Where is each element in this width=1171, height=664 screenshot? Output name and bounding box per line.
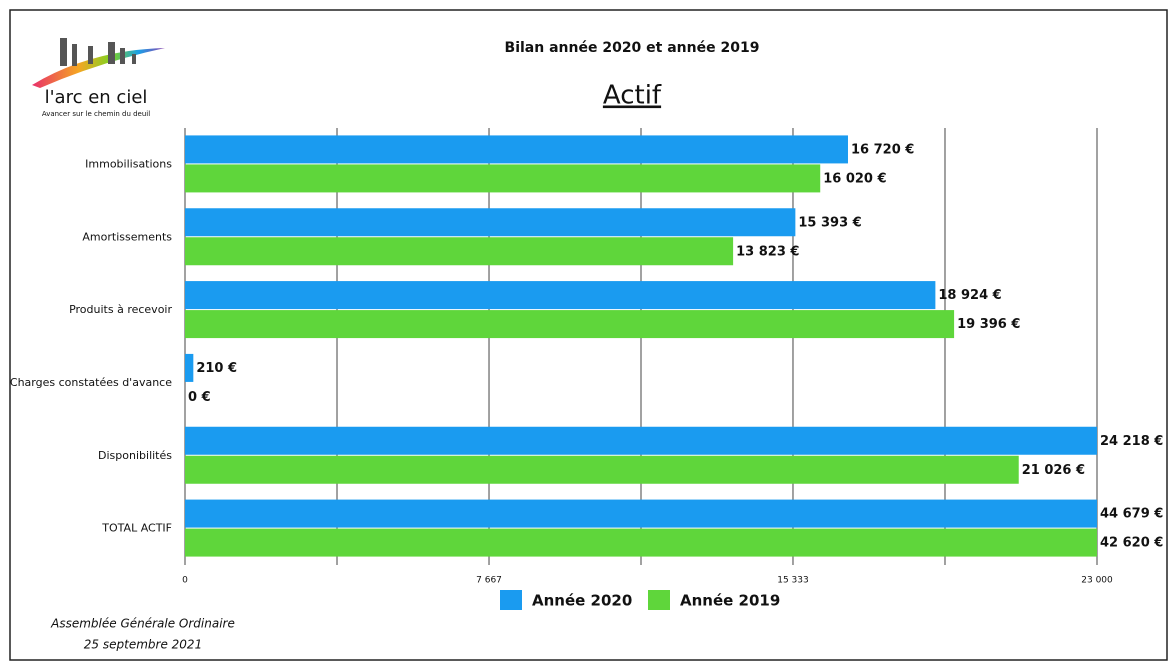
- legend-label: Année 2020: [532, 592, 632, 610]
- value-label: 15 393 €: [798, 215, 861, 230]
- x-tick-label: 0: [182, 576, 188, 586]
- chart-title: Bilan année 2020 et année 2019: [505, 40, 760, 56]
- logo-tagline: Avancer sur le chemin du deuil: [42, 110, 150, 118]
- bar: [185, 135, 848, 164]
- bar: [185, 310, 955, 339]
- y-tick-label: Disponibilités: [98, 449, 172, 462]
- bar: [185, 455, 1019, 484]
- legend-label: Année 2019: [680, 592, 780, 610]
- bar: [185, 528, 1097, 557]
- footer-line: 25 septembre 2021: [84, 638, 202, 652]
- legend-swatch: [648, 590, 670, 610]
- footer-line: Assemblée Générale Ordinaire: [50, 617, 235, 631]
- value-label: 42 620 €: [1100, 536, 1163, 551]
- value-label: 16 720 €: [851, 142, 914, 157]
- bars: [185, 135, 1097, 557]
- bar: [185, 499, 1097, 528]
- bar: [185, 237, 734, 266]
- bar: [185, 353, 194, 382]
- value-label: 21 026 €: [1022, 463, 1085, 478]
- y-tick-label: Produits à recevoir: [69, 303, 172, 316]
- bar: [185, 281, 936, 310]
- frame: [9, 9, 1168, 661]
- value-label: 210 €: [196, 361, 237, 376]
- value-label: 44 679 €: [1100, 507, 1163, 522]
- value-label: 16 020 €: [823, 171, 886, 186]
- bar: [185, 208, 796, 237]
- x-tick-label: 7 667: [476, 576, 502, 586]
- x-tick-label: 23 000: [1081, 576, 1113, 586]
- logo-name: l'arc en ciel: [45, 87, 148, 108]
- chart-subtitle: Actif: [603, 81, 662, 111]
- y-tick-label: Immobilisations: [85, 157, 172, 170]
- bar: [185, 164, 821, 193]
- x-tick-label: 15 333: [777, 576, 809, 586]
- y-tick-label: TOTAL ACTIF: [101, 522, 172, 535]
- y-tick-label: Amortissements: [82, 230, 172, 243]
- logo: l'arc en ciel Avancer sur le chemin du d…: [32, 38, 165, 118]
- value-label: 19 396 €: [957, 317, 1020, 332]
- value-label: 13 823 €: [736, 244, 799, 259]
- y-tick-label: Charges constatées d'avance: [10, 376, 172, 389]
- value-label: 0 €: [188, 390, 211, 405]
- legend-swatch: [500, 590, 522, 610]
- bar: [185, 426, 1097, 455]
- value-label: 18 924 €: [938, 288, 1001, 303]
- value-label: 24 218 €: [1100, 434, 1163, 449]
